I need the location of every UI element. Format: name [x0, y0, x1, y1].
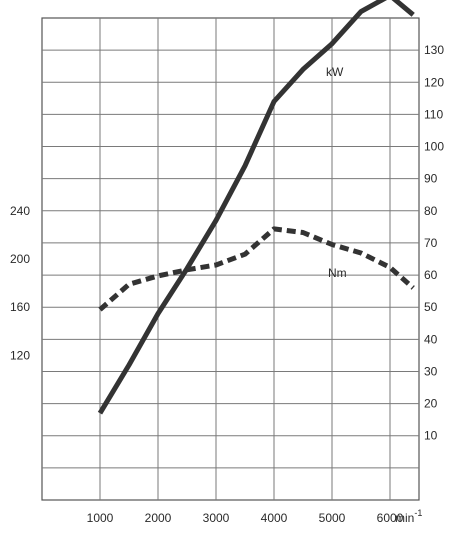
plot-frame: [41, 17, 420, 501]
x-axis-ticks: 1000 2000 3000 4000 5000 6000: [87, 511, 404, 525]
right-tick-label: 80: [424, 204, 438, 218]
right-tick-label: 70: [424, 236, 438, 250]
left-tick-label: 240: [10, 204, 30, 218]
right-tick-label: 110: [424, 107, 443, 121]
right-tick-label: 120: [424, 75, 444, 89]
x-tick-label: 5000: [319, 511, 346, 525]
x-axis-unit-base: min: [395, 511, 414, 525]
right-tick-label: 10: [424, 429, 438, 443]
left-tick-label: 120: [10, 348, 30, 362]
right-tick-label: 50: [424, 300, 438, 314]
x-tick-label: 2000: [145, 511, 172, 525]
series-line-kw: [97, 0, 415, 415]
x-axis-unit: min-1: [395, 508, 422, 525]
x-tick-label: 3000: [203, 511, 230, 525]
right-tick-label: 60: [424, 268, 438, 282]
x-axis-unit-exponent: -1: [414, 508, 422, 518]
series-label-kw: kW: [326, 65, 344, 79]
series-labels: kW Nm: [326, 65, 347, 280]
right-tick-label: 20: [424, 397, 438, 411]
right-tick-label: 100: [424, 140, 444, 154]
x-tick-label: 4000: [261, 511, 288, 525]
left-axis-ticks: 120 160 200 240: [10, 204, 30, 363]
left-tick-label: 200: [10, 252, 30, 266]
right-tick-label: 30: [424, 364, 438, 378]
series-line-nm: [98, 226, 415, 312]
x-tick-label: 6000: [377, 511, 404, 525]
x-tick-label: 1000: [87, 511, 114, 525]
right-tick-label: 40: [424, 332, 438, 346]
series-layer: [97, 0, 415, 415]
series-label-nm: Nm: [328, 266, 347, 280]
right-tick-label: 90: [424, 172, 438, 186]
left-tick-label: 160: [10, 300, 30, 314]
right-tick-label: 130: [424, 43, 444, 57]
right-axis-ticks: 10 20 30 40 50 60 70 80 90 100 110 120 130: [424, 43, 444, 443]
